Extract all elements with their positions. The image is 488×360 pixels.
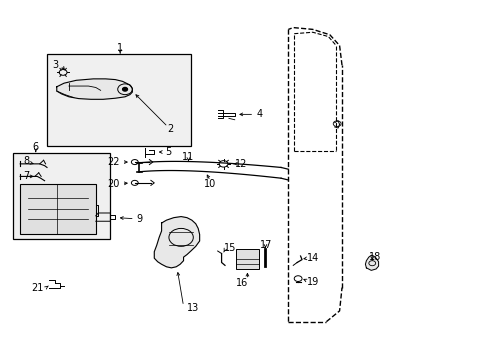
Bar <box>47 54 190 146</box>
Text: 18: 18 <box>368 252 381 262</box>
Circle shape <box>122 87 127 91</box>
Text: 5: 5 <box>164 147 171 157</box>
Text: 17: 17 <box>260 240 272 250</box>
Text: 21: 21 <box>31 283 43 293</box>
Text: 7: 7 <box>23 171 30 181</box>
Text: 16: 16 <box>235 278 248 288</box>
Bar <box>235 249 259 269</box>
Text: 6: 6 <box>33 141 39 152</box>
Text: 10: 10 <box>204 179 216 189</box>
Text: 14: 14 <box>306 253 318 263</box>
Text: 9: 9 <box>136 214 142 224</box>
Text: 22: 22 <box>107 157 120 167</box>
Text: 13: 13 <box>187 303 199 314</box>
Bar <box>13 153 110 239</box>
Polygon shape <box>57 79 132 99</box>
Text: 3: 3 <box>52 60 58 70</box>
Text: 20: 20 <box>107 179 120 189</box>
Text: 1: 1 <box>117 43 123 53</box>
Polygon shape <box>154 217 199 268</box>
Polygon shape <box>365 255 378 270</box>
Text: 2: 2 <box>167 124 173 134</box>
Text: 15: 15 <box>223 243 236 253</box>
Text: 4: 4 <box>256 109 262 120</box>
Text: 12: 12 <box>234 159 247 169</box>
Text: 8: 8 <box>23 156 30 166</box>
Bar <box>20 184 96 234</box>
Text: 19: 19 <box>306 277 318 287</box>
Text: 11: 11 <box>182 152 194 162</box>
